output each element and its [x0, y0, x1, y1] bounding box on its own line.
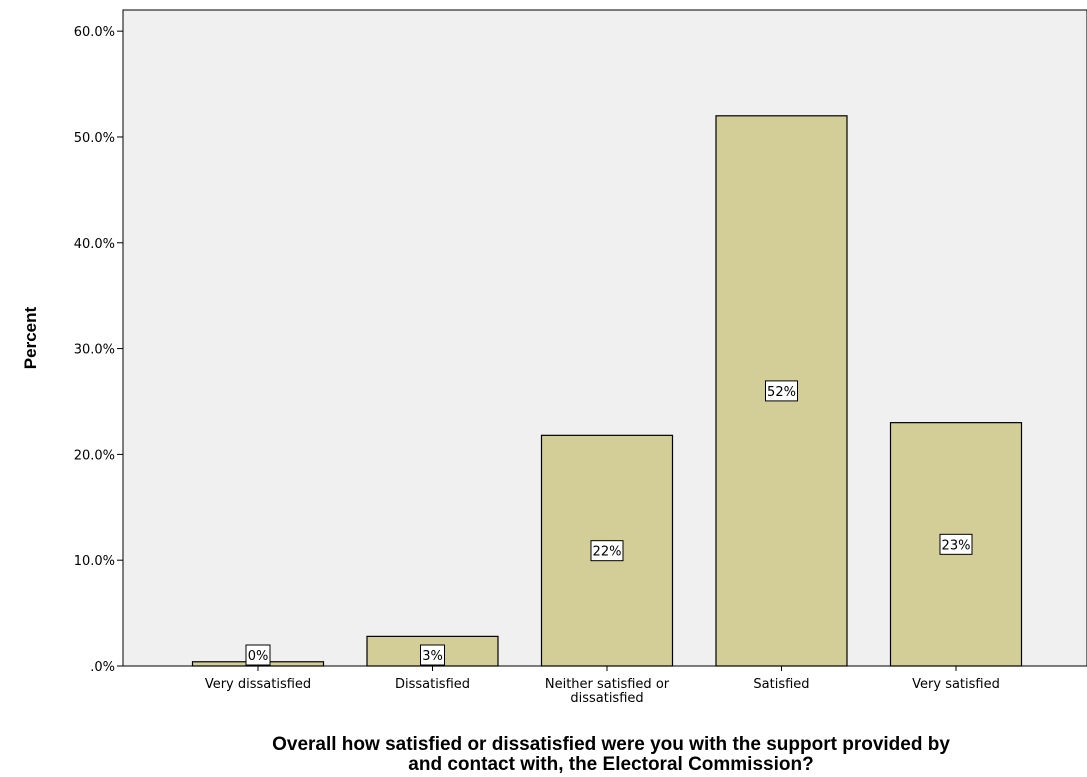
x-tick-label: Very dissatisfied: [205, 677, 311, 692]
data-label: 0%: [248, 649, 269, 664]
y-tick-label: 40.0%: [74, 237, 115, 252]
y-tick-label: 30.0%: [74, 343, 115, 358]
data-label-box: [765, 380, 798, 402]
bars-group: 0% 3% 22% 52% 23%: [191, 115, 1023, 667]
y-tick-label: .0%: [90, 660, 115, 675]
y-tick-label: 50.0%: [74, 131, 115, 146]
data-label: 3%: [422, 649, 443, 664]
data-label: 52%: [767, 385, 796, 400]
x-tick-label: Satisfied: [753, 677, 809, 692]
data-label-box: [939, 533, 973, 555]
y-axis: .0% 10.0% 20.0% 30.0% 40.0% 50.0% 60.0%: [74, 25, 123, 675]
x-axis-title-line-1: Overall how satisfied or dissatisfied we…: [272, 734, 950, 755]
data-label-box: [590, 540, 624, 562]
x-tick-label: Very satisfied: [912, 677, 1000, 692]
x-tick-label: Neither satisfied or: [545, 677, 670, 692]
x-axis-title-line-2: and contact with, the Electoral Commissi…: [408, 754, 813, 775]
data-label-box: [420, 644, 445, 666]
y-tick-label: 10.0%: [74, 554, 115, 569]
data-label-box: [245, 644, 271, 666]
y-tick-label: 20.0%: [74, 448, 115, 463]
x-tick-label: dissatisfied: [570, 691, 643, 706]
y-tick-label: 60.0%: [74, 25, 115, 40]
x-axis: Very dissatisfied Dissatisfied Neither sat…: [205, 666, 1000, 706]
y-axis-title: Percent: [21, 306, 40, 369]
data-label: 23%: [942, 538, 971, 553]
data-label: 22%: [593, 545, 622, 560]
x-tick-label: Dissatisfied: [395, 677, 470, 692]
